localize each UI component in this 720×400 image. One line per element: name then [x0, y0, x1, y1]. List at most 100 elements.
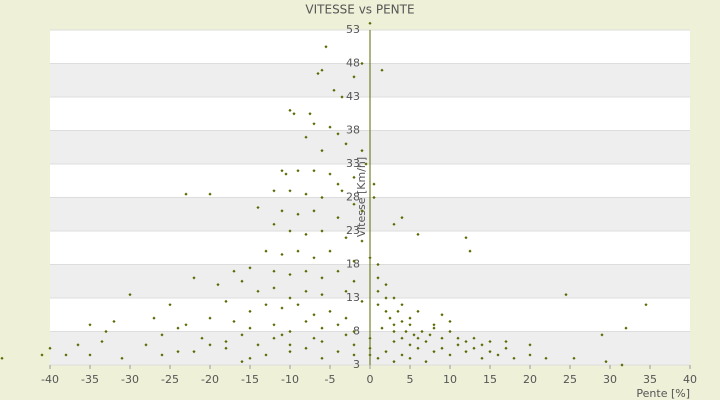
point: [400, 353, 404, 357]
point: [528, 353, 532, 357]
point: [392, 329, 396, 334]
point: [344, 289, 348, 293]
point: [400, 336, 404, 340]
x-tick-label: -25: [161, 373, 179, 386]
point: [320, 293, 324, 297]
point: [528, 343, 532, 347]
point: [272, 336, 276, 340]
point: [324, 45, 328, 49]
point: [380, 326, 384, 330]
point: [360, 61, 364, 66]
point: [104, 329, 108, 334]
point: [192, 350, 196, 354]
point: [424, 360, 428, 364]
point: [288, 229, 292, 233]
point: [288, 350, 292, 354]
point: [384, 283, 388, 287]
point: [392, 323, 396, 327]
point: [320, 356, 324, 360]
point: [328, 172, 332, 176]
point: [288, 108, 292, 112]
x-tick-label: 10: [443, 373, 457, 386]
x-tick-label: 30: [603, 373, 617, 386]
point: [408, 343, 412, 347]
point: [352, 353, 356, 357]
point: [240, 360, 244, 364]
point: [144, 343, 148, 347]
point: [216, 283, 220, 287]
point: [344, 236, 348, 240]
point: [480, 356, 484, 360]
point: [368, 336, 372, 340]
point: [440, 346, 444, 350]
point: [312, 336, 316, 340]
point: [160, 333, 164, 337]
point: [280, 333, 284, 337]
point: [264, 249, 268, 253]
point: [472, 346, 476, 350]
y-tick-label: 28: [346, 191, 360, 204]
point: [456, 336, 460, 340]
point: [312, 209, 316, 213]
point: [76, 343, 80, 347]
point: [352, 175, 356, 179]
point: [320, 149, 324, 153]
point: [408, 356, 412, 360]
point: [400, 216, 404, 220]
point: [456, 343, 460, 347]
y-tick-label: 48: [346, 57, 360, 70]
point: [352, 202, 356, 206]
x-tick-label: -15: [241, 373, 259, 386]
point: [208, 192, 212, 196]
point: [368, 353, 372, 357]
point: [624, 326, 628, 330]
point: [432, 350, 436, 354]
point: [368, 256, 372, 260]
point: [280, 169, 284, 173]
point: [464, 350, 468, 354]
point: [320, 195, 324, 200]
point: [380, 68, 384, 72]
point: [176, 326, 180, 330]
point: [424, 339, 428, 344]
point: [88, 353, 92, 357]
point: [412, 333, 416, 337]
point: [352, 343, 356, 347]
x-tick-label: 25: [563, 373, 577, 386]
point: [272, 323, 276, 327]
point: [336, 132, 340, 136]
y-tick-label: 38: [346, 124, 360, 137]
y-tick-label: 23: [346, 224, 360, 237]
point: [420, 329, 424, 334]
point: [304, 346, 308, 350]
point: [256, 205, 260, 210]
point: [296, 212, 300, 216]
point: [404, 329, 408, 334]
point: [128, 293, 132, 297]
point: [360, 149, 364, 153]
point: [280, 209, 284, 213]
point: [512, 356, 516, 360]
point: [408, 323, 412, 327]
point: [256, 289, 260, 293]
point: [284, 172, 288, 176]
point: [184, 192, 188, 196]
point: [496, 353, 500, 357]
point: [392, 360, 396, 364]
point: [360, 299, 364, 303]
point: [472, 336, 476, 340]
y-tick-label: 13: [346, 291, 360, 304]
point: [620, 363, 624, 367]
point: [296, 169, 300, 173]
point: [320, 68, 324, 72]
x-tick-label: 5: [407, 373, 414, 386]
point: [328, 309, 332, 313]
point: [336, 269, 340, 273]
point: [312, 169, 316, 173]
x-tick-label: 15: [483, 373, 497, 386]
point: [344, 316, 348, 320]
point: [112, 319, 116, 324]
point: [504, 339, 508, 344]
point: [468, 249, 472, 253]
